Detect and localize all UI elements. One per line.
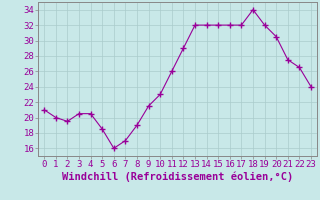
X-axis label: Windchill (Refroidissement éolien,°C): Windchill (Refroidissement éolien,°C) xyxy=(62,172,293,182)
